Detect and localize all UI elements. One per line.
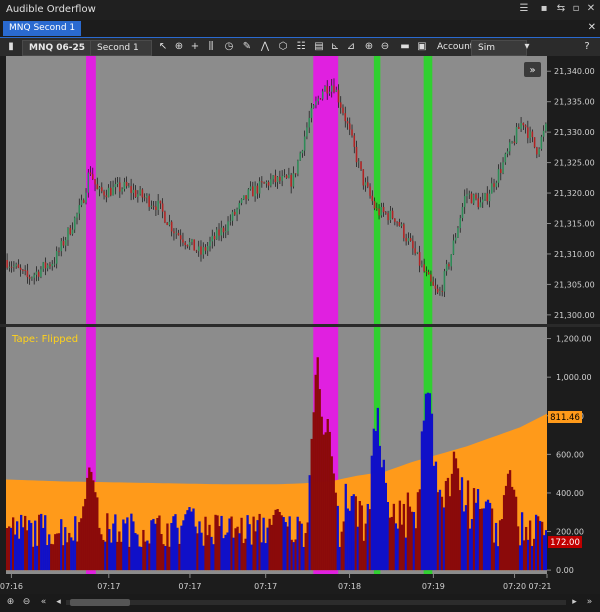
price-tick-label: 21,305.00 [554,280,595,289]
red-value-badge: 172.00 [548,536,582,548]
folder-icon[interactable]: ▬ [400,41,410,52]
tape-histogram [6,357,548,571]
price-tick-label: 21,340.00 [554,67,595,76]
chart-canvas[interactable]: 21,340.00 21,335.00 21,330.00 21,325.00 21,3… [0,56,600,596]
title-bar: Audible Orderflow ☰ ▪ ⇆ ▫ ✕ [0,0,600,20]
time-axis: 07:16 07:17 07:17 07:17 07:18 07:19 07:20 07:21 [0,574,600,596]
cursor-icon[interactable]: ↖ [158,41,168,52]
tape-tick-label: 200.00 [556,528,584,537]
tape-tick-label: 1,200.00 [556,335,592,344]
price-tick-label: 21,300.00 [554,311,595,320]
account-selector[interactable]: Sim Default [471,40,527,67]
horizontal-scrollbar[interactable] [66,600,566,605]
clock-icon[interactable]: ◷ [224,41,234,52]
help-button[interactable]: ? [584,41,590,52]
time-tick-label: 07:20 [503,582,526,591]
jump-to-end-button[interactable]: » [524,62,541,77]
save-icon[interactable]: ▣ [417,41,427,52]
scrollbar-thumb[interactable] [70,599,130,606]
tab-close-icon[interactable]: ✕ [587,22,596,33]
global-crosshair-icon[interactable]: ⊕ [174,41,184,52]
price-tick-label: 21,310.00 [554,250,595,259]
zoom-in-icon[interactable]: ⊕ [364,41,374,52]
tape-label: Tape: Flipped [11,334,78,345]
highlight-band-top [373,56,381,324]
highlight-band-top [313,56,339,324]
account-label: Account: [437,42,477,52]
highlight-band-top [423,56,433,324]
dropdown-arrow-icon[interactable]: ▾ [524,41,530,52]
double-chevron-icon: » [529,65,535,76]
time-tick-label: 07:17 [254,582,277,591]
time-tick-label: 07:19 [422,582,445,591]
menu-icon[interactable]: ☰ [519,3,529,14]
bottom-bar: ⊕ ⊖ « ◂ ▸ » [0,594,600,612]
restore-icon[interactable]: ⇆ [556,3,566,14]
zoom-out-icon[interactable]: ⊖ [380,41,390,52]
scroll-right-icon[interactable]: ▸ [572,597,577,607]
price-tick-label: 21,335.00 [554,98,595,107]
time-tick-label: 07:17 [97,582,120,591]
data-box-icon[interactable]: ▤ [314,41,324,52]
scroll-right-end-icon[interactable]: » [586,597,593,607]
price-tick-label: 21,320.00 [554,189,595,198]
grip-icon: ▮ [8,41,14,52]
tab-chart[interactable]: MNQ Second 1 [3,21,82,36]
red-badge-text: 172.00 [550,538,580,548]
highlight-band-top [86,56,96,324]
tape-tick-label: 0.00 [556,566,574,575]
interval-selector[interactable]: Second 1 [90,40,152,56]
chart-toolbar: ▮ MNQ 06-25 Second 1 ↖ ⊕ + ⫼ ◷ ✎ ⋀ ⬡ ☷ ▤… [0,38,600,67]
tab-bar: MNQ Second 1 ✕ [0,20,600,38]
tape-tick-label: 400.00 [556,489,584,498]
price-axis: 21,340.00 21,335.00 21,330.00 21,325.00 21,3… [547,56,600,324]
cube-icon[interactable]: ⬡ [278,41,288,52]
price-tick-label: 21,315.00 [554,220,595,229]
zoom-out-bottom-icon[interactable]: ⊖ [22,597,31,607]
orange-badge-text: 811.46 [550,413,580,423]
time-tick-label: 07:16 [0,582,23,591]
crosshair-icon[interactable]: + [190,41,200,52]
tape-tick-label: 600.00 [556,450,584,459]
close-icon[interactable]: ✕ [586,3,596,14]
time-tick-label: 07:17 [178,582,201,591]
minimize-icon[interactable]: ▪ [540,3,548,14]
strategy-alt-icon[interactable]: ⊿ [346,41,356,52]
highlight-band-bottom [86,327,96,574]
zoom-in-bottom-icon[interactable]: ⊕ [6,597,15,607]
scroll-left-end-icon[interactable]: « [40,597,47,607]
strategy-icon[interactable]: ⊾ [330,41,340,52]
indicators-icon[interactable]: ☷ [296,41,306,52]
pencil-icon[interactable]: ✎ [242,41,252,52]
restore-down-icon[interactable]: ▫ [572,3,580,14]
instrument-selector[interactable]: MNQ 06-25 [22,40,93,56]
price-tick-label: 21,325.00 [554,159,595,168]
scroll-left-icon[interactable]: ◂ [56,597,61,607]
orange-value-badge: 811.46 [548,411,582,423]
chart-style-icon[interactable]: ⫼ [208,41,214,52]
price-candles [6,78,547,298]
drawing-tools-icon[interactable]: ⋀ [260,41,270,52]
time-tick-label: 07:18 [338,582,361,591]
tape-axis: 1,200.001,000.00800.00600.00400.00200.00… [547,327,600,575]
window-title: Audible Orderflow [6,4,96,15]
price-tick-label: 21,330.00 [554,128,595,137]
time-tick-label: 07:21 [528,582,551,591]
chart-area[interactable]: 21,340.00 21,335.00 21,330.00 21,325.00 21,3… [0,56,600,596]
tape-tick-label: 1,000.00 [556,373,592,382]
price-panel[interactable] [6,56,547,324]
